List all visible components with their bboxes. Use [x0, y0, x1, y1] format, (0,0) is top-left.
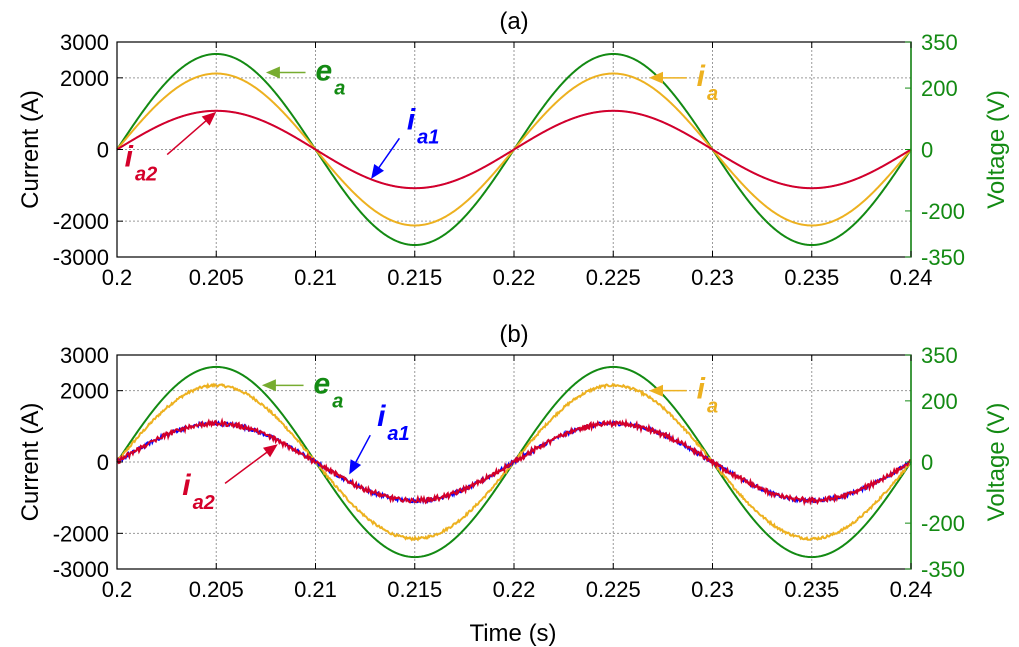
x-tick-label: 0.235 — [784, 265, 839, 290]
annotation-subscript: a — [707, 83, 718, 105]
x-axis-label: Time (s) — [469, 620, 556, 647]
x-tick-label: 0.215 — [387, 265, 442, 290]
series-line-i-a — [116, 382, 912, 542]
annotation-subscript: a — [334, 77, 345, 99]
annotation-subscript: a2 — [193, 492, 215, 514]
x-tick-label: 0.23 — [691, 577, 734, 602]
annotation-main: i — [407, 103, 416, 136]
x-tick-label: 0.2 — [102, 577, 133, 602]
y-tick-label: 0 — [97, 450, 109, 475]
annotation-arrowhead — [649, 384, 663, 397]
annotation-main: i — [377, 400, 386, 433]
annotation-arrowhead — [261, 379, 276, 392]
y-tick-label: 3000 — [60, 30, 109, 55]
y2-tick-label: -200 — [921, 511, 965, 536]
annotation-arrow-line — [166, 117, 210, 156]
annotation-label: ia2 — [182, 469, 215, 514]
annotation-label: ia2 — [125, 140, 158, 185]
x-tick-label: 0.2 — [102, 265, 133, 290]
annotation-arrowhead — [263, 444, 278, 458]
x-tick-label: 0.24 — [890, 265, 933, 290]
y2-tick-label: -200 — [921, 199, 965, 224]
y2-tick-label: 0 — [921, 450, 933, 475]
x-tick-label: 0.23 — [691, 265, 734, 290]
y2-tick-label: 200 — [921, 76, 958, 101]
annotation-arrow-line — [224, 449, 271, 484]
y2-tick-label: 350 — [921, 30, 958, 55]
y2-tick-label: 0 — [921, 138, 933, 163]
x-tick-label: 0.235 — [784, 577, 839, 602]
x-tick-label: 0.215 — [387, 577, 442, 602]
y2-axis-label: Voltage (V) — [983, 90, 1010, 209]
annotation-main: i — [182, 469, 191, 502]
x-tick-label: 0.205 — [189, 577, 244, 602]
annotation-subscript: a — [707, 396, 718, 418]
annotation-arrowhead — [201, 111, 217, 126]
annotation-arrow-line — [353, 434, 371, 467]
annotation-label: ia1 — [377, 400, 410, 445]
x-tick-label: 0.205 — [189, 265, 244, 290]
x-tick-label: 0.21 — [294, 577, 337, 602]
annotation-subscript: a1 — [387, 423, 409, 445]
x-tick-label: 0.21 — [294, 265, 337, 290]
annotation-label: ea — [316, 54, 346, 99]
y-tick-label: 3000 — [60, 343, 109, 368]
series-line-i-a2 — [116, 417, 912, 507]
annotation-label: ia1 — [407, 103, 440, 148]
x-tick-label: 0.22 — [493, 577, 536, 602]
panel-a: 0.2 0.205 0.21 0.215 0.22 0.225 0.23 0.235 0.24 3… — [17, 8, 1010, 290]
y2-tick-label: 350 — [921, 343, 958, 368]
annotation-arrow-line — [376, 137, 401, 172]
panel-title: (b) — [499, 321, 528, 348]
annotation-main: i — [697, 60, 706, 93]
annotation-main: e — [316, 54, 333, 87]
annotation-arrowhead — [649, 71, 663, 84]
annotation-arrowhead — [371, 164, 384, 179]
y-tick-label: -3000 — [53, 245, 109, 270]
x-tick-label: 0.22 — [493, 265, 536, 290]
annotation-main: i — [697, 373, 706, 406]
annotation-arrowhead — [349, 459, 362, 475]
y2-tick-label: 200 — [921, 389, 958, 414]
annotation-label: ea — [314, 367, 344, 412]
y2-tick-label: -350 — [921, 557, 965, 582]
x-tick-label: 0.225 — [586, 265, 641, 290]
y-tick-label: 2000 — [60, 379, 109, 404]
annotation-main: e — [314, 367, 331, 400]
y2-tick-label: -350 — [921, 245, 965, 270]
annotation-subscript: a1 — [417, 126, 439, 148]
annotation-main: i — [125, 140, 134, 173]
annotation-subscript: a — [332, 390, 343, 412]
y2-axis-label: Voltage (V) — [983, 403, 1010, 522]
y-tick-label: -2000 — [53, 209, 109, 234]
annotation-arrowhead — [265, 66, 280, 79]
annotation-subscript: a2 — [135, 163, 157, 185]
y-axis-label: Current (A) — [17, 403, 44, 522]
y-tick-label: -3000 — [53, 557, 109, 582]
x-tick-label: 0.24 — [890, 577, 933, 602]
y-tick-label: 0 — [97, 138, 109, 163]
x-tick-label: 0.225 — [586, 577, 641, 602]
panel-title: (a) — [499, 8, 528, 35]
annotation-label: ia — [697, 373, 718, 418]
series-line-i-a2 — [116, 109, 912, 190]
y-tick-label: 2000 — [60, 66, 109, 91]
panel-b: 0.2 0.205 0.21 0.215 0.22 0.225 0.23 0.235 0.24 3… — [17, 321, 1010, 602]
annotation-label: ia — [697, 60, 718, 105]
y-tick-label: -2000 — [53, 521, 109, 546]
y-axis-label: Current (A) — [17, 90, 44, 209]
